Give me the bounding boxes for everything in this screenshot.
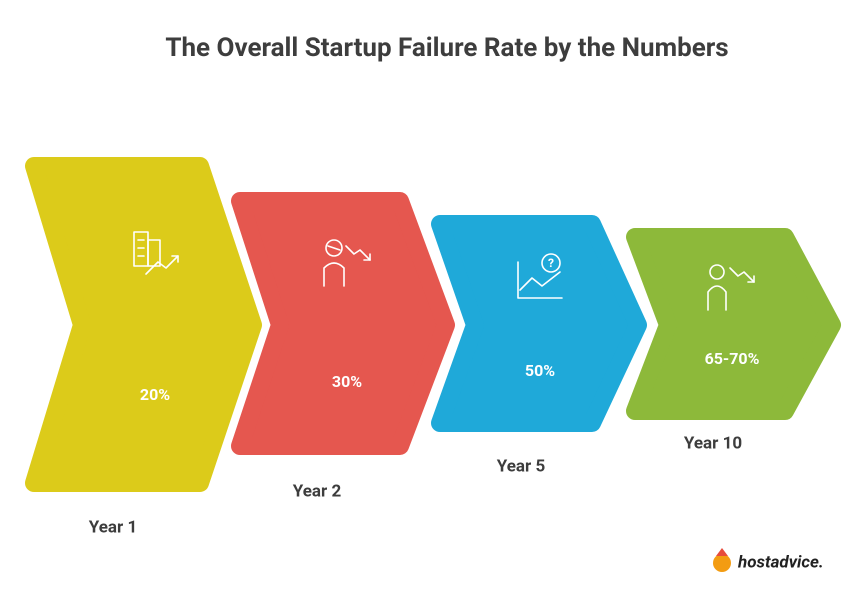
chevron — [231, 192, 455, 455]
icon-buildings — [133, 231, 179, 275]
logo-text: hostadvice. — [737, 552, 824, 572]
icon-person-down — [323, 239, 371, 287]
title: The Overall Startup Failure Rate by the … — [165, 33, 728, 63]
chevron — [431, 215, 647, 432]
stage-label: Year 2 — [293, 481, 342, 501]
icon-chart-question: ? — [517, 253, 563, 299]
stage-value: 50% — [525, 361, 555, 380]
icon-person-down — [707, 264, 755, 311]
svg-text:?: ? — [548, 256, 554, 270]
chevron — [25, 157, 262, 492]
logo: hostadvice. — [713, 548, 824, 572]
logo-mark — [716, 548, 728, 556]
stage-label: Year 5 — [497, 456, 546, 476]
stage-label: Year 1 — [89, 517, 137, 537]
chevron — [626, 228, 841, 420]
logo-mark — [713, 554, 731, 572]
stage-value: 65-70% — [705, 349, 760, 368]
stage-value: 20% — [140, 385, 170, 404]
stage-label: Year 10 — [684, 433, 742, 453]
stage-value: 30% — [332, 372, 362, 391]
